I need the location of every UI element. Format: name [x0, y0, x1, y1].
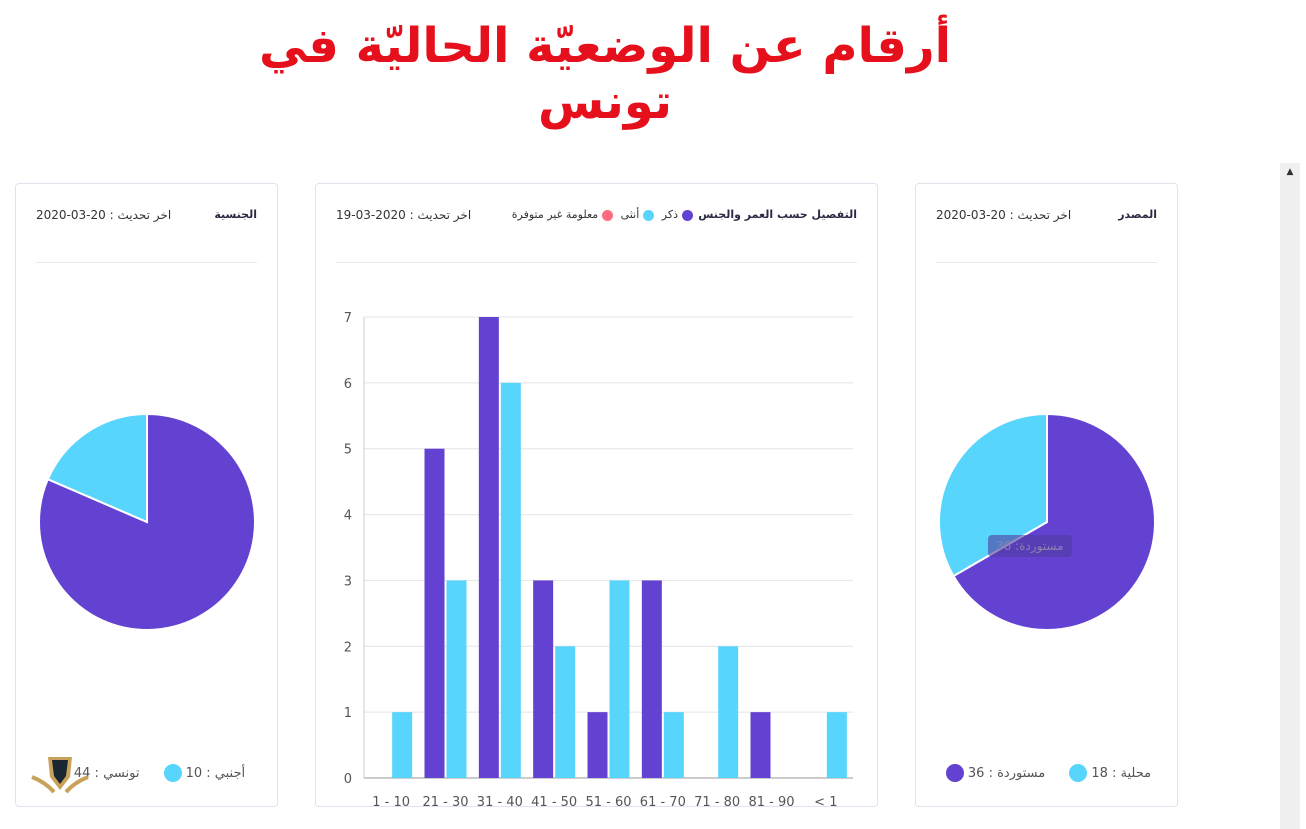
- bar-female[interactable]: [446, 580, 467, 778]
- legend-dot: [682, 209, 693, 221]
- legend-label: معلومة غير متوفرة: [511, 208, 599, 221]
- updated-date: اخر تحديث : 2020-03-19: [336, 208, 472, 222]
- watermark-logo: [10, 752, 110, 799]
- y-tick-label: 2: [344, 640, 352, 655]
- age-gender-bar-chart: 0 1 2 3 4 5 6 7 1 - 10 21 - 30 31 - 40 41 - 50 51 - …: [344, 311, 853, 806]
- pie-slice-أجنبي[interactable]: [46, 412, 148, 524]
- bar-male[interactable]: [641, 580, 662, 778]
- bar-female[interactable]: [609, 580, 630, 778]
- legend-dot: [643, 209, 655, 221]
- y-tick-label: 7: [344, 311, 352, 326]
- nationality-card: الجنسية اخر تحديث : 20-03-2020 أجنبي : 10…: [15, 183, 278, 807]
- chart-legend: ذكر أنثى معلومة غير متوفرة: [512, 208, 697, 221]
- source-card: المصدر اخر تحديث : 20-03-2020 محلية : 18 …: [915, 183, 1178, 807]
- x-tick-label: 81 - 90: [748, 795, 794, 806]
- page-title: أرقام عن الوضعيّة الحاليّة في تونس: [258, 18, 952, 130]
- legend-label: محلية : 18: [1091, 765, 1152, 781]
- card-title: المصدر: [1118, 208, 1157, 221]
- legend-dot: [602, 209, 614, 221]
- pie-tooltip: مستوردة: 36: [988, 535, 1072, 557]
- bar-female[interactable]: [555, 646, 576, 778]
- legend-item-male[interactable]: ذكر: [662, 208, 697, 221]
- x-tick-label: 41 - 50: [531, 795, 577, 806]
- source-pie: [938, 412, 1156, 631]
- x-tick-label: 31 - 40: [477, 795, 523, 806]
- bar-female[interactable]: [718, 646, 739, 778]
- legend-dot: [1069, 764, 1088, 782]
- legend-dot: [945, 764, 964, 782]
- legend-item-female[interactable]: أنثى: [621, 208, 659, 221]
- legend-label: أنثى: [620, 208, 640, 221]
- legend-dot: [163, 764, 182, 782]
- scrollbar[interactable]: ▲: [1280, 163, 1300, 829]
- card-title: التفصيل حسب العمر والجنس: [698, 208, 857, 221]
- x-tick-label: 51 - 60: [585, 795, 631, 806]
- y-tick-label: 6: [344, 377, 352, 392]
- x-tick-label: 61 - 70: [640, 795, 686, 806]
- x-tick-label: < 1: [814, 795, 837, 806]
- y-tick-label: 4: [344, 509, 352, 524]
- pie-slice-مستوردة[interactable]: [952, 412, 1156, 631]
- bar-male[interactable]: [750, 712, 771, 778]
- y-tick-label: 1: [344, 706, 352, 721]
- legend-item-unknown[interactable]: معلومة غير متوفرة: [512, 208, 617, 221]
- age-gender-card: التفصيل حسب العمر والجنس ذكر أنثى معلومة…: [315, 183, 878, 807]
- bar-male[interactable]: [533, 580, 554, 778]
- y-tick-label: 0: [344, 772, 352, 787]
- bar-male[interactable]: [587, 712, 608, 778]
- x-tick-label: 21 - 30: [422, 795, 468, 806]
- legend-label: أجنبي : 10: [185, 765, 246, 781]
- nationality-pie: [38, 412, 256, 631]
- bar-female[interactable]: [392, 712, 413, 778]
- legend-item-local[interactable]: محلية : 18: [1065, 764, 1152, 782]
- bar-female[interactable]: [663, 712, 684, 778]
- y-tick-label: 3: [344, 574, 352, 589]
- y-tick-label: 5: [344, 443, 352, 458]
- legend-label: ذكر: [661, 208, 678, 221]
- updated-date: اخر تحديث : 20-03-2020: [936, 208, 1072, 222]
- card-title: الجنسية: [214, 208, 257, 221]
- bar-female[interactable]: [826, 712, 847, 778]
- bar-female[interactable]: [500, 382, 521, 778]
- legend-item-imported[interactable]: مستوردة : 36: [942, 764, 1046, 782]
- pie-slice-تونسي[interactable]: [38, 412, 256, 631]
- scroll-up-arrow-icon[interactable]: ▲: [1286, 167, 1294, 177]
- legend-label: مستوردة : 36: [967, 765, 1046, 781]
- updated-date: اخر تحديث : 20-03-2020: [36, 208, 172, 222]
- x-tick-label: 1 - 10: [372, 795, 410, 806]
- bar-male[interactable]: [424, 448, 445, 778]
- legend-item-foreign[interactable]: أجنبي : 10: [160, 764, 246, 782]
- x-tick-label: 71 - 80: [694, 795, 740, 806]
- bar-male[interactable]: [478, 317, 499, 778]
